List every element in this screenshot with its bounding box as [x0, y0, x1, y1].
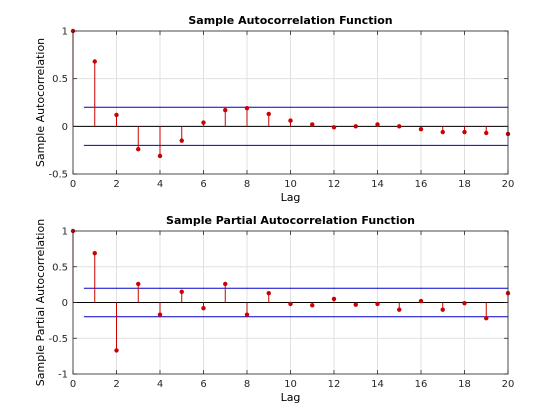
pacf-y-tick-label: 0.5 — [52, 262, 68, 273]
acf-y-axis-label: Sample Autocorrelation — [34, 38, 47, 167]
acf-data-point — [462, 129, 467, 135]
pacf-x-tick-label: 18 — [458, 379, 471, 390]
acf-data-point — [136, 147, 141, 152]
acf-x-tick-label: 2 — [113, 179, 119, 190]
acf-x-tick-label: 4 — [157, 179, 163, 190]
acf-x-axis-label: Lag — [281, 191, 301, 204]
acf-x-tick-label: 0 — [70, 179, 76, 190]
acf-data-point — [223, 107, 228, 113]
pacf-data-point — [244, 312, 250, 317]
pacf-data-point — [136, 281, 141, 287]
pacf-y-tick-label: -1 — [58, 370, 68, 381]
acf-title: Sample Autocorrelation Function — [188, 14, 392, 27]
acf-x-tick-label: 12 — [328, 179, 341, 190]
pacf-x-tick-label: 0 — [70, 379, 76, 390]
acf-data-point — [201, 120, 206, 125]
acf-data-point — [288, 118, 293, 123]
acf-data-point — [331, 125, 337, 130]
pacf-data-point — [397, 307, 402, 312]
acf-x-tick-label: 6 — [200, 179, 206, 190]
pacf-x-tick-label: 8 — [244, 379, 250, 390]
pacf-x-tick-label: 16 — [415, 379, 428, 390]
pacf-x-tick-label: 12 — [328, 379, 341, 390]
pacf-x-tick-label: 14 — [371, 379, 384, 390]
pacf-panel: 0 2 4 6 8 10 12 14 16 18 20 -1 -0.5 0 0.5 1 Sample Parti… — [34, 214, 514, 404]
pacf-x-tick-label: 2 — [113, 379, 119, 390]
acf-data-point — [353, 124, 358, 129]
pacf-title: Sample Partial Autocorrelation Function — [166, 214, 415, 227]
pacf-data-point — [331, 296, 337, 302]
acf-x-tick-label: 14 — [371, 179, 384, 190]
acf-x-tick-label: 16 — [415, 179, 428, 190]
pacf-x-tick-label: 10 — [284, 379, 297, 390]
pacf-y-tick-label: 1 — [62, 227, 68, 238]
acf-x-tick-label: 20 — [502, 179, 515, 190]
pacf-data-point — [92, 250, 97, 256]
pacf-data-point — [310, 303, 315, 308]
pacf-x-axis-label: Lag — [281, 391, 301, 404]
pacf-data-point — [266, 291, 271, 296]
pacf-data-point — [201, 306, 206, 311]
acf-y-tick-label: -0.5 — [48, 170, 68, 181]
pacf-x-tick-label: 4 — [157, 379, 163, 390]
acf-data-point — [179, 138, 184, 143]
pacf-data-point — [462, 301, 467, 306]
acf-data-point — [484, 130, 489, 136]
acf-y-tick-label: 0.5 — [52, 74, 68, 85]
acf-y-tick-label: 1 — [62, 27, 68, 38]
acf-data-point — [157, 153, 163, 159]
acf-data-point — [114, 112, 119, 118]
pacf-data-point — [484, 316, 489, 321]
acf-data-point — [440, 129, 445, 135]
pacf-data-point — [440, 307, 445, 312]
pacf-x-tick-label: 20 — [502, 379, 515, 390]
pacf-data-point — [157, 312, 163, 317]
pacf-y-tick-label: 0 — [62, 298, 68, 309]
pacf-data-point — [179, 289, 184, 294]
acf-data-point — [397, 124, 402, 129]
pacf-data-point — [223, 281, 228, 287]
acf-y-tick-label: 0 — [62, 122, 68, 133]
acf-x-tick-label: 10 — [284, 179, 297, 190]
acf-x-tick-label: 8 — [244, 179, 250, 190]
pacf-data-point — [375, 301, 380, 307]
pacf-x-tick-label: 6 — [200, 379, 206, 390]
acf-data-point — [418, 126, 424, 132]
pacf-y-tick-label: -0.5 — [48, 334, 68, 345]
pacf-data-point — [418, 298, 424, 304]
acf-data-point — [244, 106, 250, 111]
pacf-data-point — [288, 301, 293, 307]
acf-data-point — [310, 122, 315, 127]
acf-data-point — [92, 59, 97, 64]
pacf-data-point — [353, 302, 358, 307]
pacf-data-point — [114, 348, 119, 353]
acf-x-tick-label: 18 — [458, 179, 471, 190]
acf-data-point — [375, 122, 380, 127]
pacf-y-axis-label: Sample Partial Autocorrelation — [34, 219, 47, 386]
acf-data-point — [266, 111, 271, 117]
